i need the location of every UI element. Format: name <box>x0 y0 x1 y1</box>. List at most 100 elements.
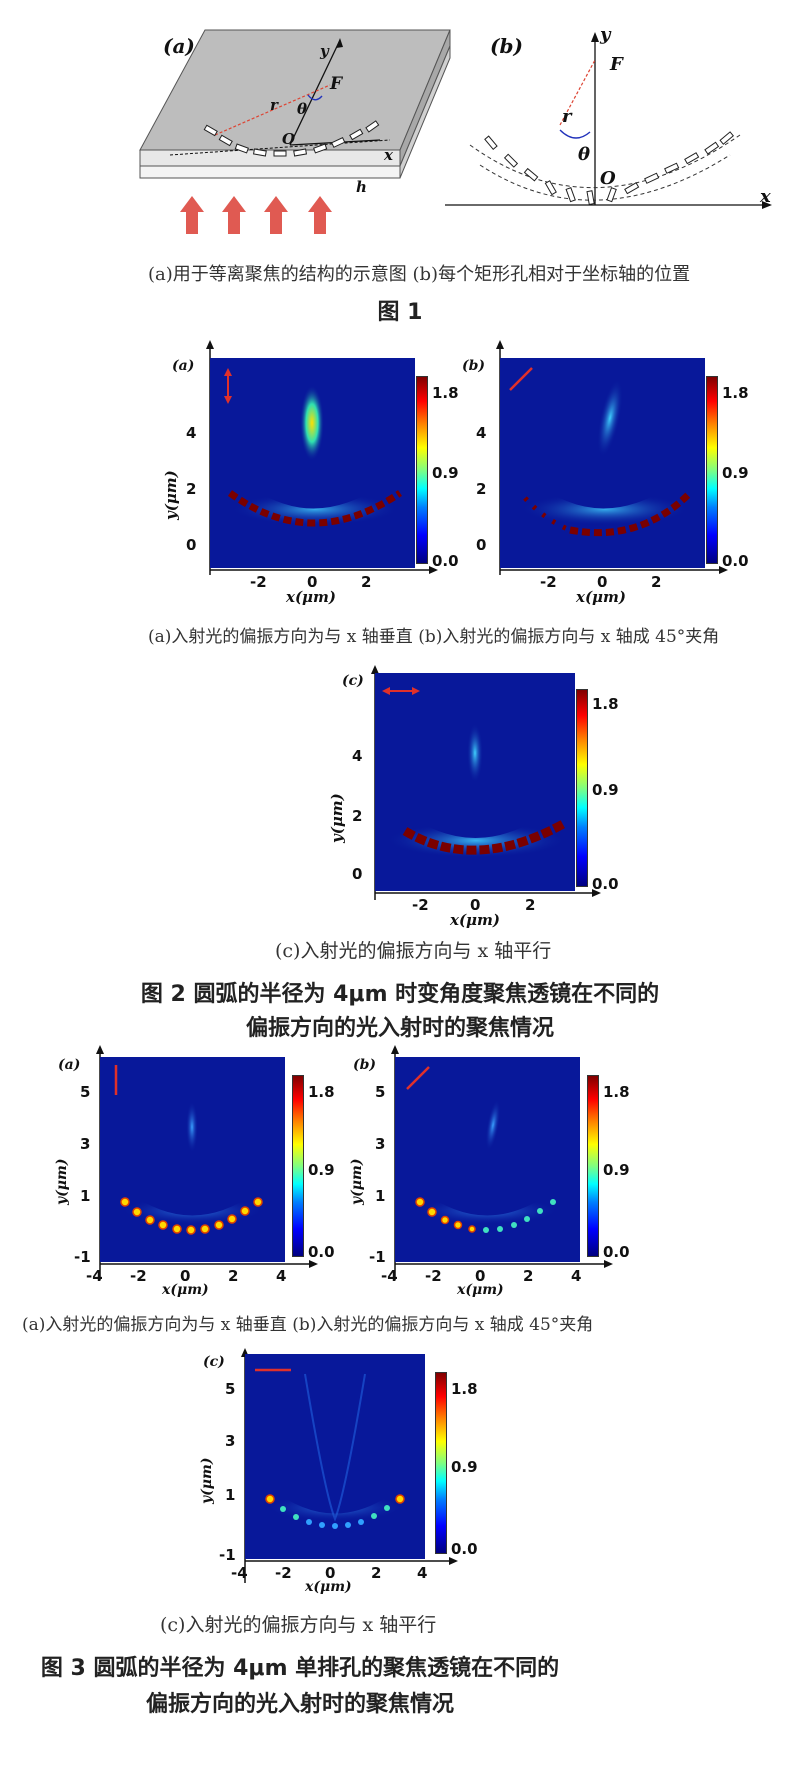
fig2b-ytick: 0 <box>476 536 487 554</box>
fig3a-xtick: 0 <box>180 1267 191 1285</box>
fig2b-xtick: -2 <box>540 573 557 591</box>
fig3c-xlabel: x(μm) <box>305 1579 352 1595</box>
fig3-title-line2: 偏振方向的光入射时的聚焦情况 <box>145 1692 454 1717</box>
fig3c-xtick: 2 <box>371 1564 382 1582</box>
fig2b-label: (b) <box>462 358 486 374</box>
fig3a-xtick: -2 <box>130 1267 147 1285</box>
fig3a-cbar-tick: 0.0 <box>308 1243 335 1261</box>
fig3c-cbar-tick: 1.8 <box>451 1380 478 1398</box>
fig2c-colorbar <box>576 689 588 887</box>
fig3b-cbar-tick: 1.8 <box>603 1083 630 1101</box>
fig2b-colorbar <box>706 376 718 564</box>
fig2a-xtick: 0 <box>307 573 318 591</box>
fig3b-ytick: 1 <box>375 1187 386 1205</box>
fig2a-ytick: 2 <box>186 480 197 498</box>
fig2c-plot: (c) 4 2 0 -2 0 2 x(μm) y(μm) 1.8 0.9 0.0 <box>320 665 620 929</box>
fig3a-cbar-tick: 1.8 <box>308 1083 335 1101</box>
fig3b-xlabel: x(μm) <box>457 1282 504 1298</box>
fig3c-ytick: 5 <box>225 1380 236 1398</box>
fig3a-xlabel: x(μm) <box>162 1282 209 1298</box>
fig2-title-line1: 图 2 圆弧的半径为 4μm 时变角度聚焦透镜在不同的 <box>140 982 660 1007</box>
fig3a-ytick: 3 <box>80 1135 91 1153</box>
fig3b-ytick: 3 <box>375 1135 386 1153</box>
fig2a-ytick: 4 <box>186 424 197 442</box>
fig3b-plot: (b) 5 3 1 -1 -4 -2 0 2 4 x(μm) y(μm) 1.8… <box>335 1045 645 1298</box>
fig2c-cbar-tick: 0.9 <box>592 781 619 799</box>
fig3b-xtick: -4 <box>381 1267 398 1285</box>
fig3c-colorbar <box>435 1372 447 1554</box>
fig2c-field <box>375 673 575 891</box>
fig3c-ytick: -1 <box>219 1546 236 1564</box>
fig3c-cbar-tick: 0.9 <box>451 1458 478 1476</box>
fig1a-label: (a) <box>163 34 195 58</box>
fig2a-ylabel: y(μm) <box>162 470 180 520</box>
fig1a-theta-label: θ <box>297 100 308 118</box>
fig1b-theta-label: θ <box>578 144 591 165</box>
fig2-caption-ab: (a)入射光的偏振方向为与 x 轴垂直 (b)入射光的偏振方向与 x 轴成 45… <box>148 627 720 647</box>
fig1a-y-label: y <box>320 42 329 60</box>
fig3b-ylabel: y(μm) <box>349 1158 365 1205</box>
fig2b-field <box>500 358 705 568</box>
fig3b-colorbar <box>587 1075 599 1257</box>
fig3a-ytick: -1 <box>74 1248 91 1266</box>
fig2a-colorbar <box>416 376 428 564</box>
fig3c-cbar-tick: 0.0 <box>451 1540 478 1558</box>
fig2a-cbar-tick: 0.0 <box>432 552 459 570</box>
fig2c-xlabel: x(μm) <box>450 911 500 929</box>
fig2c-ytick: 4 <box>352 747 363 765</box>
fig3c-ytick: 3 <box>225 1432 236 1450</box>
fig1a-x-label: x <box>384 146 393 164</box>
fig2c-cbar-tick: 1.8 <box>592 695 619 713</box>
fig2c-xtick: -2 <box>412 896 429 914</box>
fig2a-xlabel: x(μm) <box>286 588 336 606</box>
fig3a-colorbar <box>292 1075 304 1257</box>
fig2b-xlabel: x(μm) <box>576 588 626 606</box>
fig2b-plot: (b) 4 2 0 -2 0 2 x(μm) 1.8 0.9 0.0 <box>440 340 749 606</box>
fig1b-y-label: y <box>600 24 611 45</box>
fig1b-F-label: F <box>610 54 623 75</box>
fig3-caption-ab: (a)入射光的偏振方向为与 x 轴垂直 (b)入射光的偏振方向与 x 轴成 45… <box>22 1315 594 1335</box>
figure1-diagram <box>139 29 772 234</box>
fig3a-ytick: 5 <box>80 1083 91 1101</box>
fig3a-cbar-tick: 0.9 <box>308 1161 335 1179</box>
fig3a-label: (a) <box>58 1057 81 1073</box>
fig3-caption-c: (c)入射光的偏振方向与 x 轴平行 <box>160 1614 437 1636</box>
fig3c-plot: (c) 5 3 1 -1 -4 -2 0 2 4 x(μm) y(μm) 1.8… <box>185 1348 495 1598</box>
fig3c-xtick: 4 <box>417 1564 428 1582</box>
fig2a-xtick: 2 <box>361 573 372 591</box>
fig3c-xtick: -2 <box>275 1564 292 1582</box>
fig2c-ytick: 0 <box>352 865 363 883</box>
fig3a-ytick: 1 <box>80 1187 91 1205</box>
fig3b-ytick: 5 <box>375 1083 386 1101</box>
fig3b-xtick: 4 <box>571 1267 582 1285</box>
fig3a-field <box>100 1057 285 1262</box>
fig3a-ylabel: y(μm) <box>54 1158 70 1205</box>
fig3b-cbar-tick: 0.9 <box>603 1161 630 1179</box>
fig1-subcaption: (a)用于等离聚焦的结构的示意图 (b)每个矩形孔相对于坐标轴的位置 <box>148 264 691 285</box>
fig1b-r-label: r <box>562 106 572 127</box>
fig1a-O-label: O <box>282 130 296 148</box>
fig1a-h-label: h <box>356 178 367 196</box>
fig2a-xtick: -2 <box>250 573 267 591</box>
fig2b-cbar-tick: 0.0 <box>722 552 749 570</box>
fig2b-cbar-tick: 0.9 <box>722 464 749 482</box>
fig3b-xtick: 2 <box>523 1267 534 1285</box>
fig3b-xtick: -2 <box>425 1267 442 1285</box>
fig2-caption-c: (c)入射光的偏振方向与 x 轴平行 <box>275 940 552 962</box>
fig1-title: 图 1 <box>377 300 423 325</box>
fig2a-field <box>210 358 415 568</box>
fig1b-O-label: O <box>600 168 616 189</box>
fig2c-cbar-tick: 0.0 <box>592 875 619 893</box>
fig2b-ytick: 2 <box>476 480 487 498</box>
fig3a-xtick: -4 <box>86 1267 103 1285</box>
fig3b-xtick: 0 <box>475 1267 486 1285</box>
fig1b-label: (b) <box>490 34 523 58</box>
fig2a-plot: (a) 4 2 0 -2 0 2 x(μm) y(μm) 1.8 0.9 0.0 <box>150 340 459 606</box>
fig3a-plot: (a) 5 3 1 -1 -4 -2 0 2 4 x(μm) y(μm) 1.8… <box>40 1045 350 1298</box>
fig2-title-line2: 偏振方向的光入射时的聚焦情况 <box>245 1016 554 1041</box>
fig3c-ytick: 1 <box>225 1486 236 1504</box>
fig3a-xtick: 2 <box>228 1267 239 1285</box>
fig1a-F-label: F <box>330 74 343 94</box>
fig3c-label: (c) <box>203 1354 225 1370</box>
fig3-title-line1: 图 3 圆弧的半径为 4μm 单排孔的聚焦透镜在不同的 <box>40 1656 560 1681</box>
